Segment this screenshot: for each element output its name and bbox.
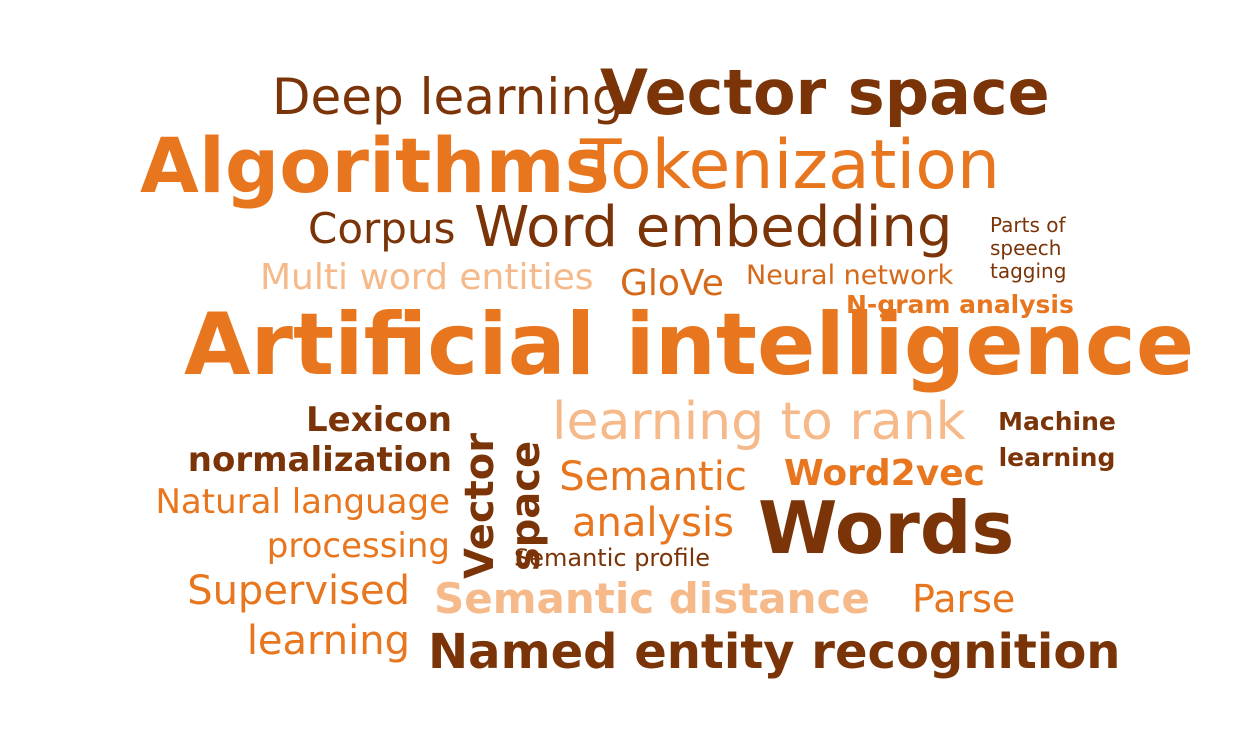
word-algorithms: Algorithms xyxy=(140,121,610,210)
pos-line-3: tagging xyxy=(990,259,1067,283)
word-machine-learning: Machine learning xyxy=(998,404,1116,476)
word-corpus: Corpus xyxy=(308,204,456,253)
word-neural-network: Neural network xyxy=(746,260,954,291)
word-parts-of-speech-tagging: Parts of speech tagging xyxy=(990,214,1066,283)
word-natural-language-processing: Natural language processing xyxy=(140,480,450,568)
word-multi-word-entities: Multi word entities xyxy=(260,257,594,298)
word-words: Words xyxy=(758,486,1015,570)
word-learning-to-rank: learning to rank xyxy=(552,392,966,452)
semantic-line-1: Semantic xyxy=(559,454,747,500)
word-deep-learning: Deep learning xyxy=(272,68,624,126)
word-named-entity-recognition: Named entity recognition xyxy=(428,624,1121,680)
nlp-line-2: processing xyxy=(266,526,450,566)
word-semantic-profile: Semantic profile xyxy=(514,544,711,572)
word-lexicon-normalization: Lexicon normalization xyxy=(176,400,452,480)
word-glove: GloVe xyxy=(620,263,724,304)
supervised-line-2: learning xyxy=(246,618,410,664)
vertical-line-1: Vector xyxy=(457,433,503,579)
pos-line-1: Parts of xyxy=(990,213,1066,237)
word-n-gram-analysis: N-gram analysis xyxy=(846,290,1074,319)
pos-line-2: speech xyxy=(990,236,1062,260)
word-word2vec: Word2vec xyxy=(784,453,985,494)
word-vector-space: Vector space xyxy=(600,56,1050,129)
word-supervised-learning: Supervised learning xyxy=(160,566,410,666)
machine-line-1: Machine xyxy=(998,407,1116,436)
lexicon-line-2: normalization xyxy=(187,440,452,480)
word-tokenization: Tokenization xyxy=(580,126,1000,205)
word-artificial-intelligence: Artificial intelligence xyxy=(184,295,1195,395)
machine-line-2: learning xyxy=(998,443,1116,472)
lexicon-line-1: Lexicon xyxy=(305,400,452,440)
word-semantic-distance: Semantic distance xyxy=(434,574,870,623)
word-parse: Parse xyxy=(912,577,1016,621)
nlp-line-1: Natural language xyxy=(155,482,450,522)
supervised-line-1: Supervised xyxy=(187,568,410,614)
semantic-line-2: analysis xyxy=(572,500,734,546)
word-semantic-analysis: Semantic analysis xyxy=(552,454,754,546)
word-word-embedding: Word embedding xyxy=(474,195,953,260)
